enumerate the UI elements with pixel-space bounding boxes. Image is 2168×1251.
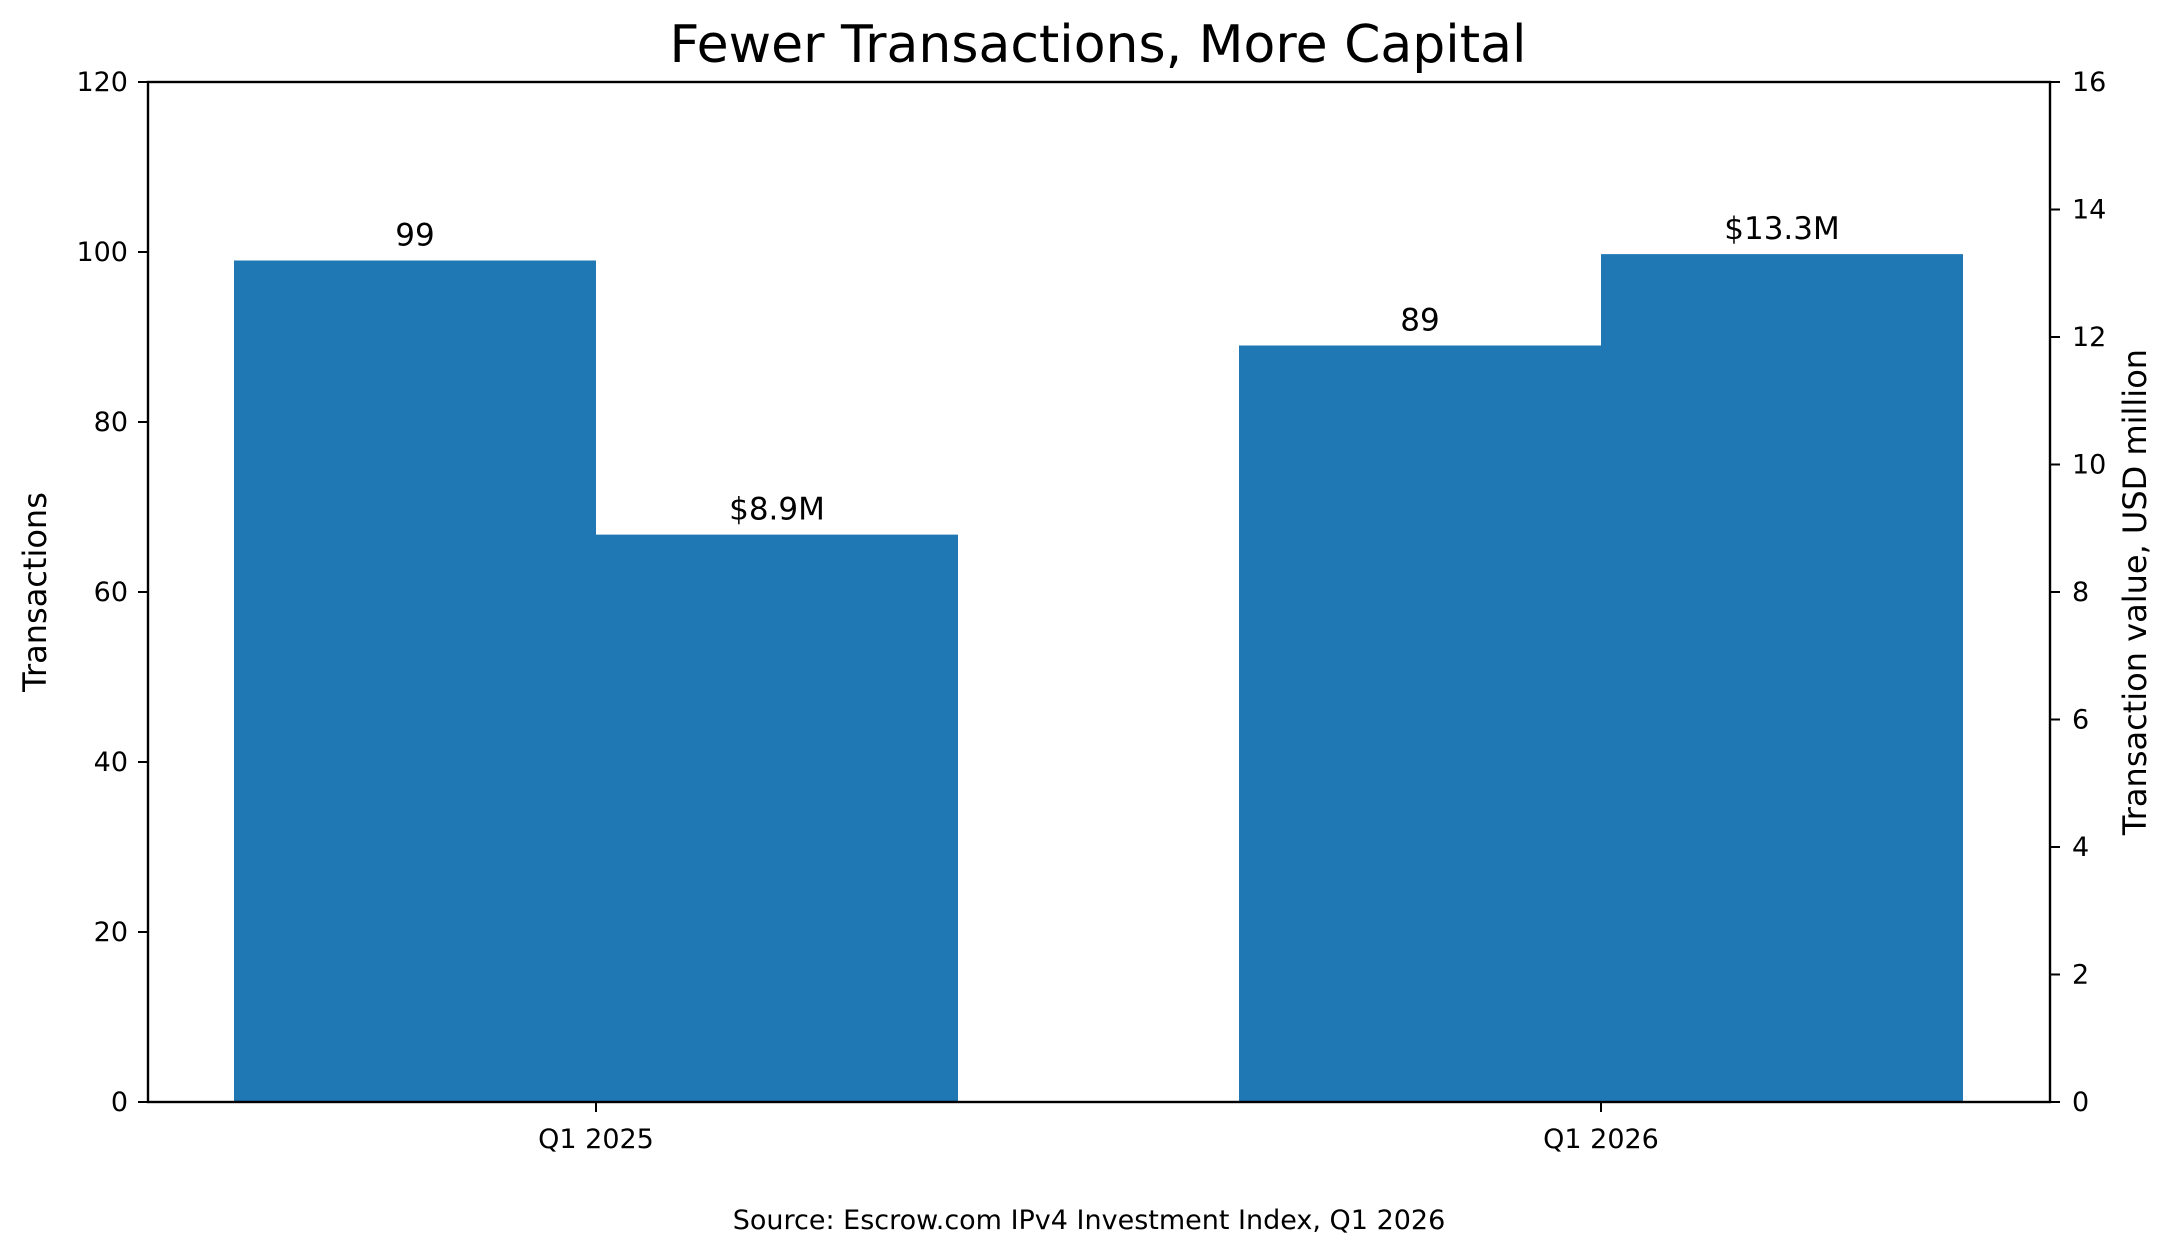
y2-tick-label: 12 <box>2072 322 2106 353</box>
data-labels: 99 $8.9M 89 $13.3M <box>395 211 1839 528</box>
left-axis: 0 20 40 60 80 100 120 <box>76 67 148 1118</box>
bar-transactions-0 <box>234 260 596 1102</box>
data-label-value-0: $8.9M <box>729 492 825 528</box>
y-axis-label: Transactions <box>16 492 54 693</box>
y-tick-label: 60 <box>94 577 128 608</box>
y-tick-label: 0 <box>111 1087 128 1118</box>
x-tick-label: Q1 2025 <box>538 1124 654 1155</box>
y-tick-label: 80 <box>94 407 128 438</box>
right-axis: 0 2 4 6 8 10 12 14 16 <box>2050 67 2106 1118</box>
y-tick-label: 100 <box>76 237 128 268</box>
y2-tick-label: 14 <box>2072 195 2106 226</box>
bar-transactions-1 <box>1239 345 1601 1102</box>
bars <box>234 254 1963 1102</box>
y2-tick-label: 8 <box>2072 577 2089 608</box>
y2-axis-label: Transaction value, USD million <box>2116 349 2154 836</box>
data-label-transactions-1: 89 <box>1400 303 1439 339</box>
y2-tick-label: 10 <box>2072 450 2106 481</box>
bar-value-1 <box>1601 254 1963 1102</box>
x-tick-label: Q1 2026 <box>1543 1124 1659 1155</box>
x-axis: Q1 2025 Q1 2026 <box>538 1102 1659 1155</box>
bar-value-0 <box>596 534 958 1102</box>
y-tick-label: 20 <box>94 917 128 948</box>
data-label-transactions-0: 99 <box>395 218 434 254</box>
y2-tick-label: 0 <box>2072 1087 2089 1118</box>
y2-tick-label: 6 <box>2072 705 2089 736</box>
y2-tick-label: 4 <box>2072 832 2089 863</box>
y-tick-label: 40 <box>94 747 128 778</box>
y2-tick-label: 2 <box>2072 960 2089 991</box>
source-note: Source: Escrow.com IPv4 Investment Index… <box>733 1205 1446 1236</box>
chart-title: Fewer Transactions, More Capital <box>670 15 1527 75</box>
data-label-value-1: $13.3M <box>1724 211 1840 247</box>
y2-tick-label: 16 <box>2072 67 2106 98</box>
y-tick-label: 120 <box>76 67 128 98</box>
